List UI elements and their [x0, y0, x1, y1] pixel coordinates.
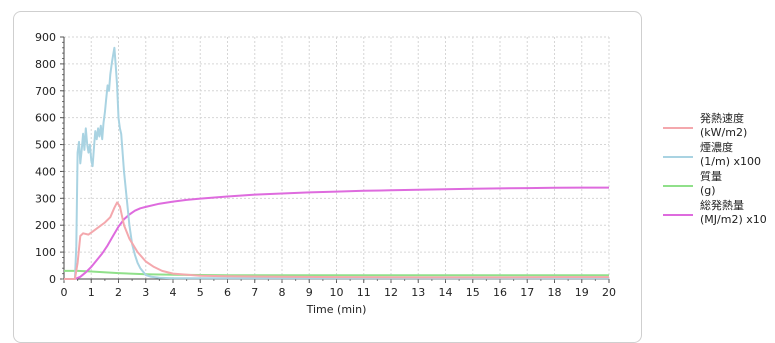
y-tick-label: 500: [35, 139, 56, 152]
legend-series-name: 発熱速度: [700, 111, 744, 125]
x-tick-label: 19: [575, 286, 589, 299]
x-tick-label: 1: [88, 286, 95, 299]
x-tick-label: 9: [306, 286, 313, 299]
x-tick-label: 11: [357, 286, 371, 299]
chart-series: [64, 46, 609, 280]
legend-series-name: 総発熱量: [700, 198, 744, 212]
x-tick-label: 0: [61, 286, 68, 299]
y-tick-label: 400: [35, 165, 56, 178]
y-tick-label: 0: [49, 273, 56, 286]
y-tick-label: 300: [35, 192, 56, 205]
x-tick-label: 20: [602, 286, 616, 299]
x-tick-label: 8: [279, 286, 286, 299]
chart-panel: [13, 11, 642, 343]
y-tick-label: 200: [35, 219, 56, 232]
y-tick-label: 700: [35, 85, 56, 98]
chart-grid: [64, 36, 610, 279]
chart-axes: 0 1 2 3 4 5 6 7 8 9 10 11 12 13 14 15 16 17 18 19 2001002003…: [35, 31, 616, 299]
y-tick-label: 100: [35, 246, 56, 259]
x-tick-label: 2: [115, 286, 122, 299]
chart-legend: 発熱速度(kW/m2)煙濃度(1/m) x100質量(g)総発熱量(MJ/m2)…: [663, 111, 767, 226]
series-line-4: [64, 186, 609, 280]
x-axis-label: Time (min): [306, 303, 367, 316]
x-tick-label: 5: [197, 286, 204, 299]
x-tick-label: 6: [224, 286, 231, 299]
x-tick-label: 13: [411, 286, 425, 299]
chart-svg: 0 1 2 3 4 5 6 7 8 9 10 11 12 13 14 15 16 17 18 19 2001002003…: [35, 31, 767, 316]
x-tick-label: 7: [251, 286, 258, 299]
x-tick-label: 16: [493, 286, 507, 299]
x-tick-label: 14: [439, 286, 453, 299]
x-tick-label: 10: [330, 286, 344, 299]
legend-series-unit: (MJ/m2) x10: [700, 213, 767, 226]
legend-series-name: 煙濃度: [700, 140, 733, 154]
y-tick-label: 800: [35, 58, 56, 71]
x-tick-label: 3: [142, 286, 149, 299]
x-tick-label: 12: [384, 286, 398, 299]
legend-series-unit: (1/m) x100: [700, 155, 761, 168]
series-line-1: [64, 201, 609, 280]
y-tick-label: 900: [35, 31, 56, 44]
x-tick-label: 15: [466, 286, 480, 299]
x-tick-label: 18: [548, 286, 562, 299]
x-tick-label: 4: [170, 286, 177, 299]
legend-series-unit: (g): [700, 184, 716, 197]
y-tick-label: 600: [35, 112, 56, 125]
legend-series-name: 質量: [700, 169, 722, 183]
x-tick-label: 17: [520, 286, 534, 299]
legend-series-unit: (kW/m2): [700, 126, 747, 139]
